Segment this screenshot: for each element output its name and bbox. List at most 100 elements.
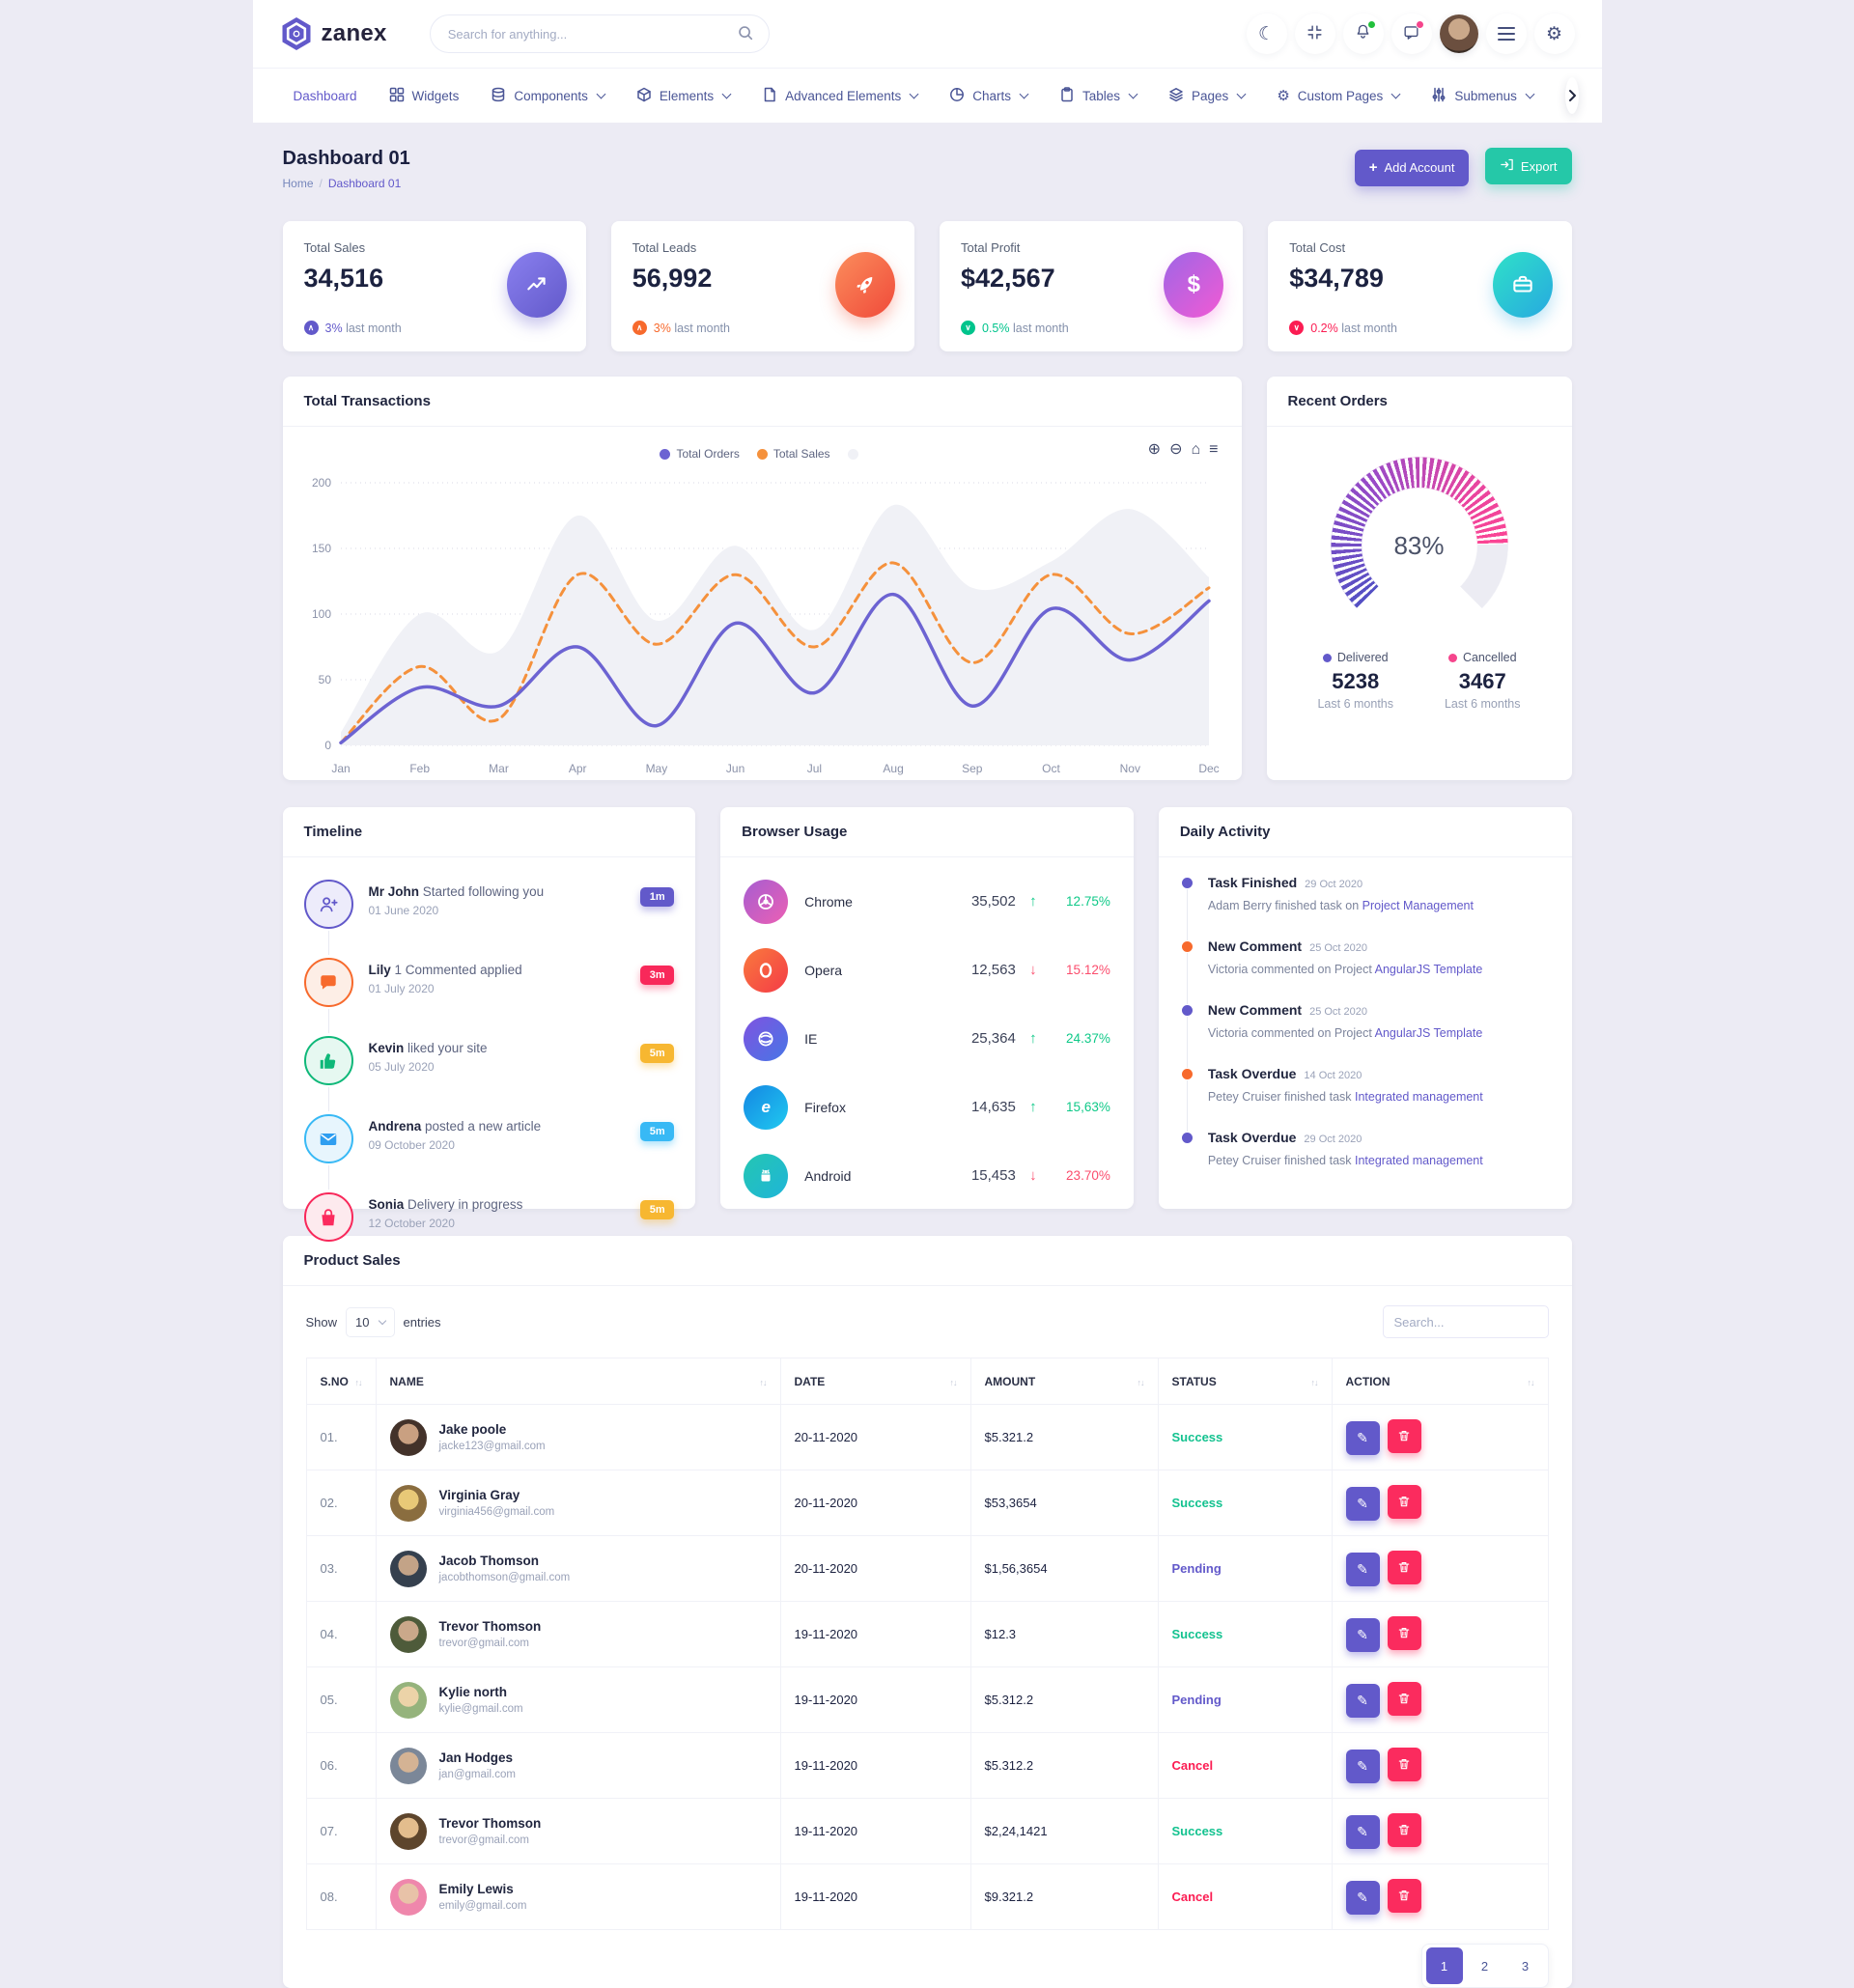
delete-button[interactable] bbox=[1387, 1681, 1421, 1716]
activity-item: Task Finished 29 Oct 2020 Adam Berry fini… bbox=[1181, 875, 1549, 940]
search-icon[interactable] bbox=[737, 24, 754, 46]
column-header-date[interactable]: DATE ↑↓ bbox=[779, 1358, 971, 1405]
activity-link[interactable]: AngularJS Template bbox=[1374, 1026, 1483, 1040]
timeline-item[interactable]: Lily 1 Commented applied 01 July 2020 3m bbox=[303, 943, 675, 1033]
browser-row[interactable]: e Firefox 14,635 ↑ 15,63% bbox=[744, 1073, 1110, 1141]
delivered-value: 5238 bbox=[1332, 669, 1380, 693]
legend-total-sales[interactable]: Total Sales bbox=[756, 447, 830, 461]
edit-button[interactable]: ✎ bbox=[1345, 1553, 1380, 1587]
status-badge: Success bbox=[1157, 1404, 1333, 1470]
status-badge: Cancel bbox=[1157, 1863, 1333, 1930]
nav-item-dashboard[interactable]: Dashboard bbox=[294, 89, 357, 103]
nav-item-submenus[interactable]: Submenus bbox=[1431, 87, 1535, 105]
legend-total-orders[interactable]: Total Orders bbox=[660, 447, 740, 461]
delete-button[interactable] bbox=[1387, 1550, 1421, 1584]
activity-link[interactable]: Integrated management bbox=[1355, 1154, 1483, 1167]
browser-row[interactable]: Opera 12,563 ↓ 15.12% bbox=[744, 936, 1110, 1004]
settings-button[interactable]: ⚙ bbox=[1533, 14, 1575, 54]
edit-button[interactable]: ✎ bbox=[1345, 1881, 1380, 1916]
cancelled-summary: Cancelled 3467 Last 6 months bbox=[1444, 651, 1521, 711]
edit-button[interactable]: ✎ bbox=[1345, 1684, 1380, 1719]
page-button-active[interactable]: 1 bbox=[1425, 1947, 1463, 1984]
column-header-action[interactable]: ACTION ↑↓ bbox=[1331, 1358, 1549, 1405]
chevron-down-icon bbox=[1236, 89, 1247, 99]
zoom-in-icon[interactable]: ⊕ bbox=[1147, 441, 1162, 458]
edit-button[interactable]: ✎ bbox=[1345, 1618, 1380, 1653]
nav-item-components[interactable]: Components bbox=[491, 87, 606, 105]
time-badge: 5m bbox=[640, 1200, 675, 1219]
menu-button[interactable] bbox=[1485, 14, 1527, 54]
nav-item-custom-pages[interactable]: ⚙ Custom Pages bbox=[1277, 89, 1401, 103]
export-button[interactable]: Export bbox=[1484, 148, 1572, 184]
fullscreen-button[interactable] bbox=[1294, 14, 1335, 54]
nav-item-tables[interactable]: Tables bbox=[1059, 86, 1138, 105]
delete-button[interactable] bbox=[1387, 1878, 1421, 1913]
activity-link[interactable]: Integrated management bbox=[1355, 1090, 1483, 1104]
nav-label: Tables bbox=[1082, 88, 1121, 103]
page-button[interactable]: 2 bbox=[1466, 1947, 1503, 1984]
edit-button[interactable]: ✎ bbox=[1345, 1421, 1380, 1456]
add-account-button[interactable]: + Add Account bbox=[1354, 149, 1470, 186]
nav-label: Pages bbox=[1192, 88, 1229, 103]
timeline-item[interactable]: Kevin liked your site 05 July 2020 5m bbox=[303, 1022, 675, 1111]
menu-icon[interactable]: ≡ bbox=[1209, 441, 1219, 458]
timeline-item[interactable]: Andrena posted a new article 09 October 2… bbox=[303, 1100, 675, 1190]
browser-row[interactable]: Android 15,453 ↓ 23.70% bbox=[744, 1141, 1110, 1210]
card-title: Timeline bbox=[282, 807, 696, 857]
table-row: 01. Jake poole jacke123@gmail.com 20-11-2… bbox=[305, 1404, 1549, 1470]
page-button[interactable]: 3 bbox=[1506, 1947, 1544, 1984]
svg-text:150: 150 bbox=[311, 542, 330, 555]
svg-text:0: 0 bbox=[324, 739, 331, 752]
home-icon[interactable]: ⌂ bbox=[1191, 441, 1201, 458]
cancelled-dot bbox=[1447, 653, 1457, 662]
time-badge: 5m bbox=[640, 1044, 675, 1063]
delete-button[interactable] bbox=[1387, 1615, 1421, 1650]
timeline-item[interactable]: Sonia Delivery in progress 12 October 202… bbox=[303, 1178, 675, 1256]
zoom-out-icon[interactable]: ⊖ bbox=[1169, 441, 1183, 458]
breadcrumb-home[interactable]: Home bbox=[282, 177, 314, 190]
nav-item-elements[interactable]: Elements bbox=[636, 87, 732, 105]
nav-item-charts[interactable]: Charts bbox=[949, 87, 1029, 105]
page-size-select[interactable]: 10 bbox=[346, 1306, 395, 1337]
column-header-amount[interactable]: AMOUNT ↑↓ bbox=[969, 1358, 1159, 1405]
delete-button[interactable] bbox=[1387, 1812, 1421, 1847]
table-search-input[interactable] bbox=[1382, 1305, 1549, 1338]
search-input[interactable] bbox=[429, 14, 770, 53]
pie-chart-icon bbox=[949, 87, 965, 105]
browser-row[interactable]: IE 25,364 ↑ 24.37% bbox=[744, 1004, 1110, 1073]
browser-row[interactable]: Chrome 35,502 ↑ 12.75% bbox=[744, 867, 1110, 936]
timeline-item[interactable]: Mr John Started following you 01 June 202… bbox=[303, 865, 675, 955]
legend-hidden-series[interactable] bbox=[847, 448, 864, 460]
card-title: Total Transactions bbox=[282, 377, 1242, 427]
logo[interactable]: zanex bbox=[280, 16, 387, 51]
time-badge: 3m bbox=[640, 966, 675, 985]
sort-icon: ↑↓ bbox=[949, 1377, 958, 1387]
column-header-sno[interactable]: S.NO ↑↓ bbox=[305, 1358, 377, 1405]
column-header-name[interactable]: NAME ↑↓ bbox=[375, 1358, 781, 1405]
nav-item-pages[interactable]: Pages bbox=[1168, 87, 1247, 105]
edit-button[interactable]: ✎ bbox=[1345, 1750, 1380, 1784]
card-title: Daily Activity bbox=[1158, 807, 1572, 857]
delete-button[interactable] bbox=[1387, 1418, 1421, 1453]
breadcrumb: Home / Dashboard 01 bbox=[282, 177, 402, 190]
nav-item-advanced-elements[interactable]: Advanced Elements bbox=[762, 87, 919, 105]
layers-icon bbox=[1168, 87, 1184, 105]
nav-scroll-next-button[interactable] bbox=[1564, 77, 1579, 114]
activity-dot bbox=[1181, 1005, 1193, 1016]
activity-link[interactable]: AngularJS Template bbox=[1374, 963, 1483, 976]
messages-button[interactable] bbox=[1390, 14, 1432, 54]
column-header-status[interactable]: STATUS ↑↓ bbox=[1157, 1358, 1333, 1405]
nav-item-widgets[interactable]: Widgets bbox=[389, 87, 459, 105]
avatar bbox=[389, 1484, 427, 1522]
profile-avatar[interactable] bbox=[1439, 14, 1478, 53]
dark-mode-button[interactable]: ☾ bbox=[1246, 14, 1287, 54]
dollar-icon: $ bbox=[1164, 252, 1224, 318]
delete-button[interactable] bbox=[1387, 1747, 1421, 1781]
edit-button[interactable]: ✎ bbox=[1345, 1815, 1380, 1850]
delete-button[interactable] bbox=[1387, 1484, 1421, 1519]
card-title: Browser Usage bbox=[720, 807, 1134, 857]
activity-link[interactable]: Project Management bbox=[1362, 899, 1474, 912]
edit-button[interactable]: ✎ bbox=[1345, 1487, 1380, 1522]
down-arrow-icon: ↓ bbox=[1029, 962, 1037, 978]
notifications-button[interactable] bbox=[1342, 14, 1384, 54]
